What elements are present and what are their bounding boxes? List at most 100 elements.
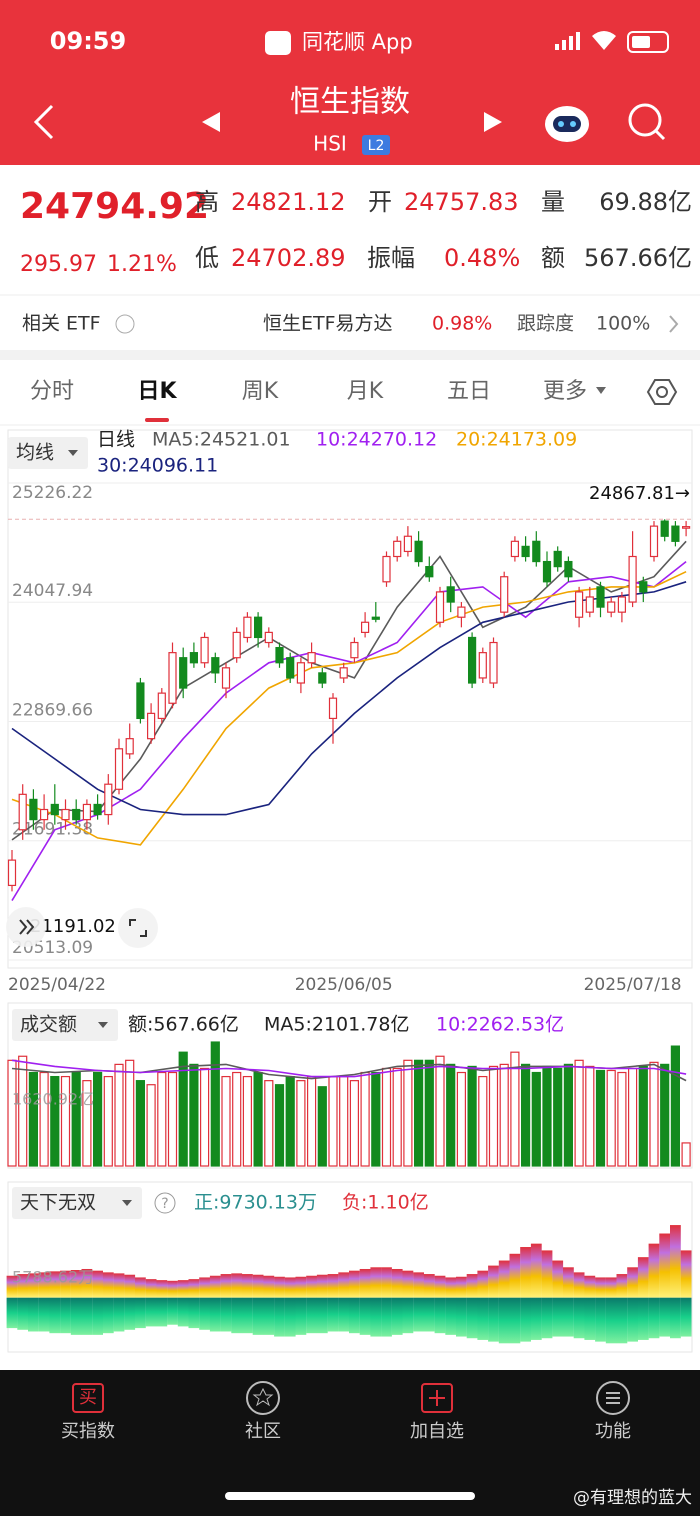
help-icon [154, 1192, 176, 1214]
candle-body [617, 596, 627, 613]
nav-label[interactable]: 加自选 [410, 1421, 464, 1442]
nav-icon [596, 1381, 630, 1415]
neg-bar [156, 1297, 168, 1327]
stat-value: 24702.89 [231, 244, 346, 272]
selector[interactable] [12, 1187, 142, 1219]
candle-body [553, 550, 562, 568]
nav-label[interactable]: 买指数 [61, 1421, 115, 1442]
pos-bar [616, 1274, 628, 1298]
pos-bar [648, 1243, 660, 1298]
selector-label: 均线 [16, 442, 54, 464]
watermark: @有理想的蓝大 [573, 1488, 692, 1508]
pos-bar [670, 1225, 681, 1298]
selector-label: 天下无双 [20, 1192, 96, 1214]
tab[interactable]: 周K [242, 379, 279, 404]
pos-bar [113, 1273, 125, 1298]
tab[interactable]: 五日 [447, 379, 491, 404]
pos-bar [349, 1270, 360, 1298]
volume-bar [317, 1086, 327, 1167]
ma-legend: 30:24096.11 [97, 455, 218, 477]
tab-underline [145, 418, 169, 422]
pos-bar [477, 1270, 489, 1298]
pos-bar [124, 1274, 136, 1298]
candle-body [39, 808, 49, 821]
candle-body [61, 808, 70, 821]
neg-bar [456, 1297, 467, 1337]
next-button[interactable] [484, 112, 502, 132]
candle-body [318, 672, 327, 684]
nav-label[interactable]: 社区 [245, 1421, 281, 1442]
volume-bar [253, 1071, 263, 1167]
fullscreen-button[interactable] [118, 908, 158, 948]
pos-bar [541, 1250, 553, 1298]
volume-bar [510, 1051, 520, 1167]
stat-value: 69.88亿 [599, 188, 692, 216]
neg-bar [349, 1297, 360, 1334]
candle-body [671, 525, 680, 542]
neg-bar [6, 1297, 18, 1329]
selector-arrow [68, 450, 78, 456]
volume-bar [210, 1041, 220, 1167]
neg-bar [124, 1297, 136, 1330]
status-time: 09:59 [50, 27, 126, 55]
ma-line [11, 570, 687, 846]
candle-body [510, 540, 519, 558]
settings-button[interactable] [646, 379, 678, 405]
tab[interactable]: 分时 [30, 379, 74, 404]
volume-bar [392, 1067, 402, 1167]
tab[interactable]: 更多 [543, 379, 587, 404]
candle-body [29, 798, 38, 821]
prev-button[interactable] [202, 112, 220, 132]
volume-bar [542, 1065, 552, 1167]
stat-label: 振幅 [367, 244, 415, 272]
pos-bar [595, 1277, 606, 1298]
pos-bar [509, 1253, 521, 1298]
candle-body [307, 652, 316, 664]
neg-bar [188, 1297, 200, 1329]
x-tick-label: 2025/07/18 [584, 975, 682, 995]
price: 24794.92 [20, 186, 209, 227]
pos-bar [167, 1280, 178, 1298]
pos-bar [552, 1260, 564, 1298]
selector-label: 成交额 [20, 1014, 77, 1036]
neg-bar [423, 1297, 435, 1332]
volume-bar [307, 1075, 317, 1167]
ma-legend: 10:24270.12 [316, 429, 437, 451]
stat-label: 高 [195, 188, 219, 216]
pos-bar [466, 1274, 478, 1298]
tab-active[interactable]: 日K [137, 379, 177, 404]
volume-bar [403, 1059, 413, 1167]
etf-row[interactable]: 相关 ETF 恒生ETF易方达 0.98% 跟踪度 100% [22, 313, 679, 335]
tab[interactable]: 月K [347, 379, 384, 404]
volume-bar [200, 1067, 210, 1167]
selector[interactable] [8, 437, 88, 469]
search-button[interactable] [628, 103, 666, 141]
pos-bar [488, 1265, 499, 1298]
volume-bar [553, 1067, 563, 1167]
pos-bar [456, 1276, 467, 1298]
min-label: 21191.02 [30, 916, 116, 937]
candle-body [361, 621, 370, 634]
candle-body [596, 586, 605, 608]
pos-bar [38, 1272, 50, 1298]
pos-bar [359, 1268, 371, 1298]
nav-label[interactable]: 功能 [595, 1421, 631, 1442]
pos-bar [70, 1270, 82, 1298]
pos-bar [584, 1275, 596, 1298]
neg-bar [49, 1297, 61, 1334]
robot-button[interactable] [545, 106, 589, 142]
neg-bar [466, 1297, 478, 1339]
candle-body [211, 657, 220, 674]
volume-bar [125, 1059, 135, 1167]
candle-body [179, 657, 188, 689]
pos-bar [60, 1270, 71, 1298]
volume-bar [167, 1071, 178, 1167]
neg-bar [648, 1297, 660, 1339]
candle-body [254, 616, 263, 639]
back-button[interactable] [33, 104, 54, 140]
volume-bar [627, 1067, 638, 1167]
volume-bar [221, 1075, 231, 1167]
selector[interactable] [12, 1009, 118, 1041]
badge-bg [362, 135, 390, 155]
candle-body [82, 803, 92, 821]
